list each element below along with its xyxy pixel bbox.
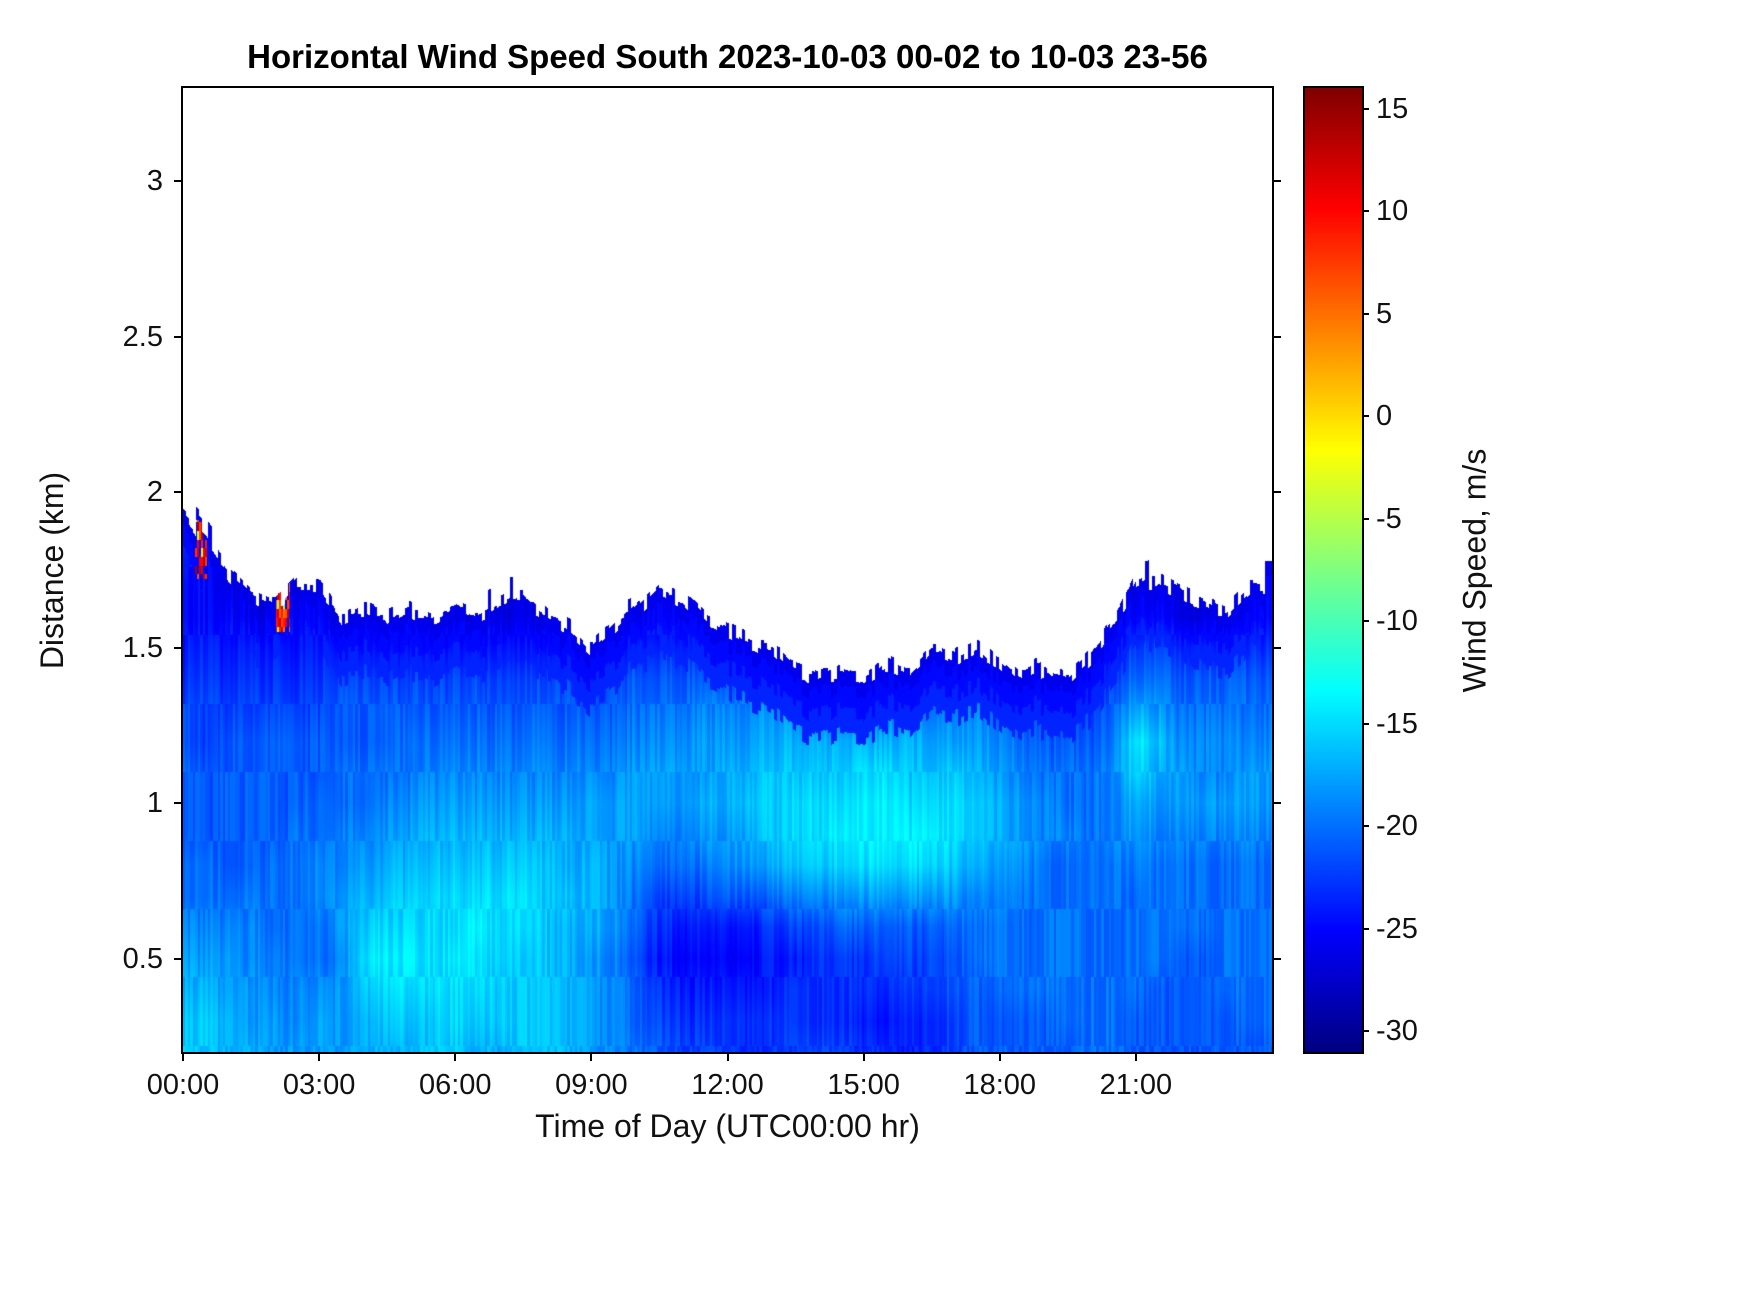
colorbar-tick-label: -15 (1376, 707, 1418, 740)
y-tick-mark-right (1272, 957, 1281, 960)
colorbar-tick-label: 15 (1376, 92, 1409, 125)
colorbar-tick-mark (1362, 107, 1369, 110)
colorbar-tick-mark (1362, 722, 1369, 725)
y-tick-label: 2 (146, 476, 163, 509)
y-tick-label: 3 (146, 165, 163, 198)
chart-title: Horizontal Wind Speed South 2023-10-03 0… (247, 38, 1208, 75)
colorbar-tick-label: 10 (1376, 195, 1409, 228)
x-tick-label: 21:00 (1099, 1069, 1173, 1101)
y-tick-mark (174, 646, 183, 649)
colorbar-tick-mark (1362, 517, 1369, 520)
x-tick-mark (590, 1052, 593, 1061)
colorbar-gradient (1305, 88, 1362, 1052)
colorbar-tick-label: -5 (1376, 502, 1402, 535)
colorbar-tick-label: -10 (1376, 605, 1418, 638)
heatmap-canvas (183, 88, 1272, 1052)
colorbar-tick-mark (1362, 620, 1369, 623)
x-axis-label: Time of Day (UTC00:00 hr) (535, 1108, 920, 1144)
colorbar-tick-mark (1362, 1030, 1369, 1033)
y-tick-mark-right (1272, 491, 1281, 494)
y-tick-label: 0.5 (122, 942, 163, 975)
colorbar-tick-label: 0 (1376, 400, 1393, 433)
colorbar-label-wrap: Wind Speed, m/s (1440, 88, 1510, 1052)
x-tick-mark (182, 1052, 184, 1061)
colorbar-tick-mark (1362, 825, 1369, 828)
colorbar-tick-mark (1362, 210, 1369, 213)
x-tick-mark (318, 1052, 321, 1061)
y-axis-label-wrap: Distance (km) (18, 88, 88, 1052)
x-tick-mark (862, 1052, 865, 1061)
x-tick-mark (726, 1052, 729, 1061)
y-tick-label: 2.5 (122, 320, 163, 353)
y-tick-mark-right (1272, 646, 1281, 649)
colorbar-tick-label: -30 (1376, 1015, 1418, 1048)
y-tick-mark (174, 180, 183, 183)
x-tick-label: 15:00 (827, 1069, 900, 1101)
x-tick-mark (1134, 1052, 1137, 1061)
colorbar (1303, 86, 1364, 1054)
y-tick-mark-right (1272, 802, 1281, 805)
colorbar-tick-mark (1362, 312, 1369, 315)
y-tick-mark (174, 491, 183, 494)
plot-area (181, 86, 1274, 1054)
x-tick-mark (998, 1052, 1001, 1061)
x-tick-label: 06:00 (418, 1069, 492, 1101)
y-tick-mark-right (1272, 180, 1281, 183)
x-tick-label: 09:00 (555, 1069, 628, 1101)
colorbar-tick-label: 5 (1376, 297, 1393, 330)
x-tick-mark (454, 1052, 457, 1061)
y-tick-mark (174, 957, 183, 960)
x-tick-label: 18:00 (963, 1069, 1037, 1101)
y-tick-mark (174, 335, 183, 338)
x-tick-label: 12:00 (691, 1069, 764, 1101)
colorbar-tick-mark (1362, 927, 1369, 930)
colorbar-tick-mark (1362, 415, 1369, 418)
x-tick-label: 00:00 (146, 1069, 220, 1101)
colorbar-label: Wind Speed, m/s (1456, 448, 1493, 692)
colorbar-tick-label: -20 (1376, 810, 1418, 843)
x-tick-label: 03:00 (282, 1069, 356, 1101)
y-tick-label: 1 (146, 787, 163, 820)
colorbar-tick-label: -25 (1376, 912, 1418, 945)
y-tick-mark-right (1272, 335, 1281, 338)
y-tick-label: 1.5 (122, 631, 163, 664)
y-tick-mark (174, 802, 183, 805)
